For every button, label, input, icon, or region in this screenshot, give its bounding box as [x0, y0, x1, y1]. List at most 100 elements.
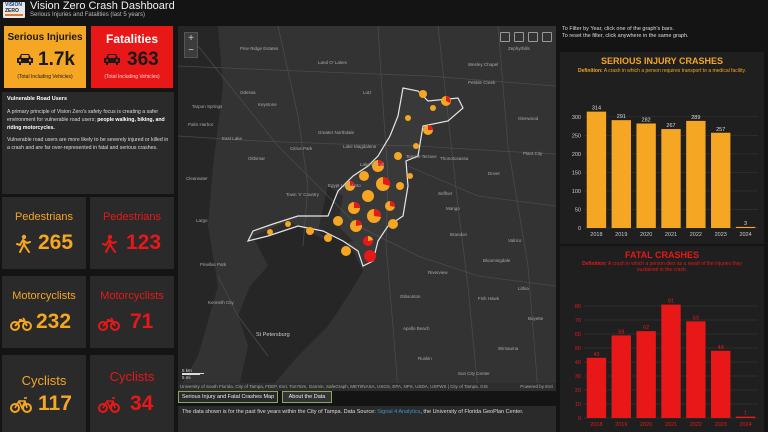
y-tick-label: 70	[575, 318, 581, 324]
serious-injury-chart[interactable]: 0 50 100 150 200 250 300 314 2018 291 2019 282 2020 2…	[560, 80, 764, 242]
place-label: Kenneth City	[208, 300, 234, 305]
tab-crash-map[interactable]: Serious Injury and Fatal Crashes Map	[178, 391, 278, 403]
map-place-labels: Zephyrhills Land O' Lakes Wesley Chapel …	[178, 26, 556, 391]
kpi-label: Serious Injuries	[7, 32, 83, 43]
bar[interactable]	[711, 350, 731, 418]
place-label: Keystone	[258, 102, 277, 107]
chart-title: FATAL CRASHES	[624, 250, 699, 260]
mode-label: Motorcyclists	[100, 290, 164, 302]
place-label: Brandon	[450, 232, 468, 237]
bar[interactable]	[686, 321, 706, 418]
mode-value: 71	[130, 310, 154, 333]
kpi-note: (Total Including Vehicles)	[104, 74, 160, 80]
pedestrian-icon	[16, 234, 31, 253]
bar[interactable]	[636, 331, 656, 418]
place-label: Plant City	[523, 151, 543, 156]
place-label: Land O' Lakes	[318, 60, 347, 65]
place-label: Clearwater	[186, 176, 208, 181]
mode-label: Motorcyclists	[12, 290, 76, 302]
place-label: Valrico	[508, 238, 522, 243]
bicycle-icon	[98, 397, 120, 413]
home-icon[interactable]	[500, 32, 510, 42]
signal4-link[interactable]: Signal 4 Analytics	[377, 409, 421, 415]
kpi-value: 363	[127, 49, 159, 70]
place-label: Pebble Creek	[468, 80, 496, 85]
map-scale: 5 km 5 mi	[182, 368, 204, 380]
x-tick-label: 2019	[615, 232, 627, 238]
chart-title: SERIOUS INJURY CRASHES	[600, 56, 724, 66]
zoom-in-button[interactable]: +	[188, 33, 194, 44]
crash-cluster-markers[interactable]	[267, 90, 451, 262]
zoom-out-button[interactable]: −	[188, 45, 194, 56]
x-tick-label: 2024	[739, 232, 751, 238]
data-label: 291	[617, 114, 626, 120]
place-label: Greater Northdale	[318, 130, 355, 135]
bar[interactable]	[636, 123, 656, 228]
x-tick-label: 2021	[665, 232, 677, 238]
y-tick-label: 50	[575, 207, 581, 213]
x-tick-label: 2020	[640, 232, 652, 238]
basemap-icon[interactable]	[542, 32, 552, 42]
bar[interactable]	[661, 129, 681, 228]
legend-icon[interactable]	[514, 32, 524, 42]
place-label: Citrus Park	[290, 146, 313, 151]
y-tick-label: 250	[572, 133, 581, 139]
place-label: Palm Harbor	[188, 122, 214, 127]
place-label: Lake Magdalene	[343, 144, 377, 149]
bicycle-icon	[10, 397, 32, 413]
attribution-text: University of South Florida, City of Tam…	[180, 384, 488, 389]
bar[interactable]	[586, 111, 607, 228]
motorcycle-icon	[98, 317, 120, 331]
logo-line2: ZERO	[5, 8, 19, 14]
bar[interactable]	[586, 357, 607, 418]
bar[interactable]	[735, 226, 756, 228]
fatal-chart[interactable]: 0 10 20 30 40 50 60 70 80 43 2018 59 2019 62 2020 81 202…	[560, 278, 764, 430]
data-label: 314	[592, 106, 601, 112]
place-label: Wesley Chapel	[468, 62, 499, 67]
vision-zero-logo: VISION ZERO	[3, 2, 25, 18]
mode-value: 117	[38, 392, 72, 415]
data-label: 81	[668, 299, 674, 305]
y-tick-label: 10	[575, 402, 581, 408]
bar[interactable]	[735, 416, 756, 418]
map-canvas[interactable]	[178, 26, 556, 391]
mode-value: 232	[36, 310, 72, 333]
source-text: The data shown is for the past five year…	[182, 409, 378, 415]
place-label: Apollo Beach	[403, 326, 430, 331]
place-label: Pinellas Park	[200, 262, 227, 267]
y-tick-label: 30	[575, 374, 581, 380]
mode-label: Pedestrians	[102, 211, 162, 223]
vulnerable-heading: Vulnerable Road Users	[7, 96, 68, 102]
place-label: Lutz	[363, 90, 372, 95]
bar[interactable]	[661, 304, 681, 418]
tab-about-data[interactable]: About the Data	[282, 391, 332, 403]
filter-line2: To reset the filter, click anywhere in t…	[562, 33, 689, 39]
cyclists-serious-panel: Cyclists 117	[2, 355, 86, 432]
x-tick-label: 2022	[690, 422, 702, 428]
bar[interactable]	[686, 120, 706, 228]
x-tick-label: 2018	[590, 232, 602, 238]
y-tick-label: 200	[572, 152, 581, 158]
kpi-label: Fatalities	[105, 32, 159, 46]
mode-label: Pedestrians	[14, 211, 74, 223]
x-tick-label: 2024	[739, 422, 751, 428]
place-label: Temple Terrace	[406, 154, 437, 159]
pedestrians-serious-panel: Pedestrians 265	[2, 197, 86, 269]
place-label: Pine Ridge Estates	[240, 46, 279, 51]
x-tick-label: 2019	[615, 422, 627, 428]
bar[interactable]	[711, 132, 731, 228]
bar[interactable]	[611, 335, 631, 418]
fatalities-kpi: Fatalities 363 (Total Including Vehicles…	[91, 26, 173, 88]
y-tick-label: 150	[572, 170, 581, 176]
data-label: 3	[744, 221, 747, 227]
data-label: 282	[642, 117, 651, 123]
bar[interactable]	[611, 120, 631, 228]
place-label: Seffner	[438, 191, 453, 196]
fatal-chart-panel: FATAL CRASHES Definition: A crash in whi…	[560, 246, 764, 432]
serious-injury-chart-panel: SERIOUS INJURY CRASHES Definition: A cra…	[560, 52, 764, 244]
x-tick-label: 2018	[590, 422, 602, 428]
layers-icon[interactable]	[528, 32, 538, 42]
crash-map[interactable]: Zephyrhills Land O' Lakes Wesley Chapel …	[178, 26, 556, 391]
place-label: Thonotosassa	[440, 156, 469, 161]
powered-by-esri[interactable]: Powered by Esri	[520, 384, 553, 389]
